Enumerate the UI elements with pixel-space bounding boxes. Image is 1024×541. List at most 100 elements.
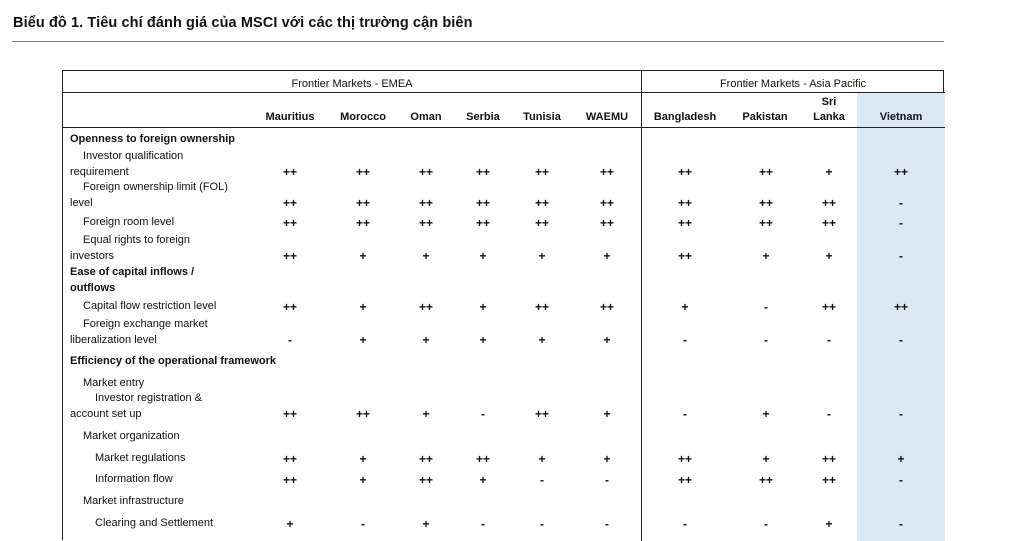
row-label-line: account set up <box>70 407 142 420</box>
column-header-pakistan: Pakistan <box>742 111 788 123</box>
column-header-bangladesh: Bangladesh <box>653 111 717 123</box>
table-cell: ++ <box>282 451 297 466</box>
table-cell: + <box>422 516 430 531</box>
table-cell: + <box>681 299 689 314</box>
table-cell: - <box>540 516 544 531</box>
table-cell: ++ <box>282 165 297 179</box>
table-cell: ++ <box>534 196 549 210</box>
table-cell: ++ <box>677 215 692 230</box>
column-header-tunisia: Tunisia <box>523 111 561 123</box>
table-cell: - <box>764 333 768 347</box>
title-divider <box>12 41 944 42</box>
table-cell: ++ <box>677 472 692 487</box>
table-cell: ++ <box>893 299 908 314</box>
table-cell: + <box>603 407 611 421</box>
table-cell: ++ <box>821 472 836 487</box>
table-cell: ++ <box>355 407 370 421</box>
table-cell: - <box>481 407 485 421</box>
table-cell: ++ <box>534 165 549 179</box>
column-header-sri: Sri <box>821 96 837 108</box>
row-label-line: Clearing and Settlement <box>95 517 214 529</box>
table-cell: + <box>479 299 487 314</box>
table-cell: - <box>288 333 292 347</box>
table-cell: + <box>538 451 546 466</box>
table-cell: ++ <box>677 165 692 179</box>
table-cell: - <box>899 215 903 230</box>
table-cell: ++ <box>418 196 433 210</box>
table-cell: - <box>683 516 687 531</box>
row-label-line: Openness to foreign ownership <box>70 133 236 145</box>
table-cell: ++ <box>599 196 614 210</box>
table-cell: ++ <box>282 407 297 421</box>
table-cell: - <box>827 333 831 347</box>
row-label-line: Market infrastructure <box>83 495 184 507</box>
row-label-line: Investor registration & <box>95 392 202 404</box>
table-cell: - <box>361 516 365 531</box>
table-cell: + <box>359 472 367 487</box>
table-cell: - <box>827 407 831 421</box>
table-cell: + <box>762 249 770 263</box>
table-cell: ++ <box>282 215 297 230</box>
table-cell: ++ <box>475 196 490 210</box>
row-label-line: Efficiency of the operational framework <box>70 355 276 367</box>
table-cell: + <box>762 451 770 466</box>
table-cell: ++ <box>475 215 490 230</box>
table-cell: - <box>540 472 544 487</box>
column-header-vietnam: Vietnam <box>879 111 923 123</box>
table-cell: ++ <box>282 196 297 210</box>
table-cell: + <box>603 451 611 466</box>
column-header-morocco: Morocco <box>340 111 386 123</box>
row-label-line: Foreign exchange market <box>83 318 208 330</box>
table-cell: + <box>825 249 833 263</box>
table-cell: ++ <box>677 451 692 466</box>
table-cell: - <box>899 196 903 210</box>
table-cell: + <box>422 333 430 347</box>
table-cell: ++ <box>282 249 297 263</box>
table-cell: ++ <box>418 215 433 230</box>
table-cell: + <box>825 165 833 179</box>
table-cell: + <box>422 407 430 421</box>
table-cell: ++ <box>534 407 549 421</box>
table-cell: ++ <box>282 299 297 314</box>
table-cell: ++ <box>534 299 549 314</box>
row-label-line: Information flow <box>95 473 173 485</box>
table-cell: + <box>762 407 770 421</box>
table-cell: + <box>359 299 367 314</box>
table-cell: - <box>481 516 485 531</box>
table-cell: - <box>605 472 609 487</box>
table-cell: ++ <box>355 165 370 179</box>
row-label-line: liberalization level <box>70 333 157 346</box>
row-label-line: requirement <box>70 165 129 178</box>
row-label-line: Ease of capital inflows / <box>70 266 195 278</box>
table-cell: ++ <box>893 165 908 179</box>
column-header-lanka: Lanka <box>813 111 845 123</box>
page-title: Biểu đồ 1. Tiêu chí đánh giá của MSCI vớ… <box>13 15 473 31</box>
table-cell: + <box>897 451 905 466</box>
table-cell: ++ <box>418 472 433 487</box>
vietnam-column-highlight <box>857 93 945 541</box>
table-cell: - <box>899 472 903 487</box>
msci-criteria-table: Frontier Markets - EMEA Frontier Markets… <box>62 70 945 541</box>
table-cell: + <box>479 472 487 487</box>
row-label-line: Foreign room level <box>83 216 175 228</box>
column-header-oman: Oman <box>410 111 442 123</box>
column-header-mauritius: Mauritius <box>265 111 315 123</box>
table-cell: + <box>538 333 546 347</box>
table-cell: + <box>603 249 611 263</box>
region-divider <box>641 71 642 541</box>
table-cell: - <box>605 516 609 531</box>
row-label-line: investors <box>70 249 115 262</box>
table-cell: ++ <box>599 215 614 230</box>
table-cell: ++ <box>821 299 836 314</box>
table-cell: ++ <box>821 196 836 210</box>
group-header-divider <box>63 92 945 93</box>
table-cell: - <box>899 516 903 531</box>
table-cell: ++ <box>677 196 692 210</box>
table-cell: + <box>422 249 430 263</box>
table-cell: + <box>538 249 546 263</box>
row-label-line: Investor qualification <box>83 150 184 162</box>
table-cell: ++ <box>677 249 692 263</box>
column-header-serbia: Serbia <box>466 111 500 123</box>
row-label-line: Equal rights to foreign <box>83 234 191 246</box>
table-cell: ++ <box>282 472 297 487</box>
